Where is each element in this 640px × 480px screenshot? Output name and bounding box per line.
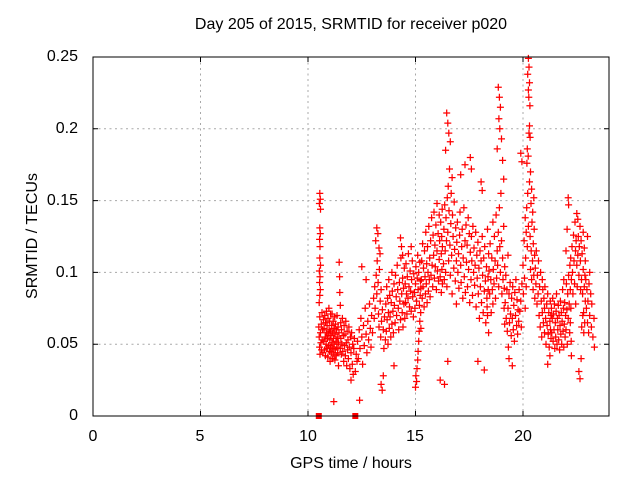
x-tick-label-15: 15 [406,428,424,445]
x-axis-label: GPS time / hours [290,455,412,472]
x-tick-label-0: 0 [88,428,98,445]
x-tick-label-10: 10 [299,428,317,445]
x-tick-label-20: 20 [514,428,532,445]
data-points [315,54,598,406]
plot-border [92,56,610,417]
x-tick-label-5: 5 [195,428,205,445]
y-tick-label-01: 0.1 [55,264,78,281]
zero-flag-markers [315,413,359,419]
y-tick-label-0: 0 [69,407,78,424]
y-tick-label-015: 0.15 [46,192,78,209]
chart-title: Day 205 of 2015, SRMTID for receiver p02… [194,16,508,33]
y-tick-label-025: 0.25 [46,48,78,65]
y-tick-label-02: 0.2 [55,120,78,137]
y-tick-label-005: 0.05 [46,335,78,352]
